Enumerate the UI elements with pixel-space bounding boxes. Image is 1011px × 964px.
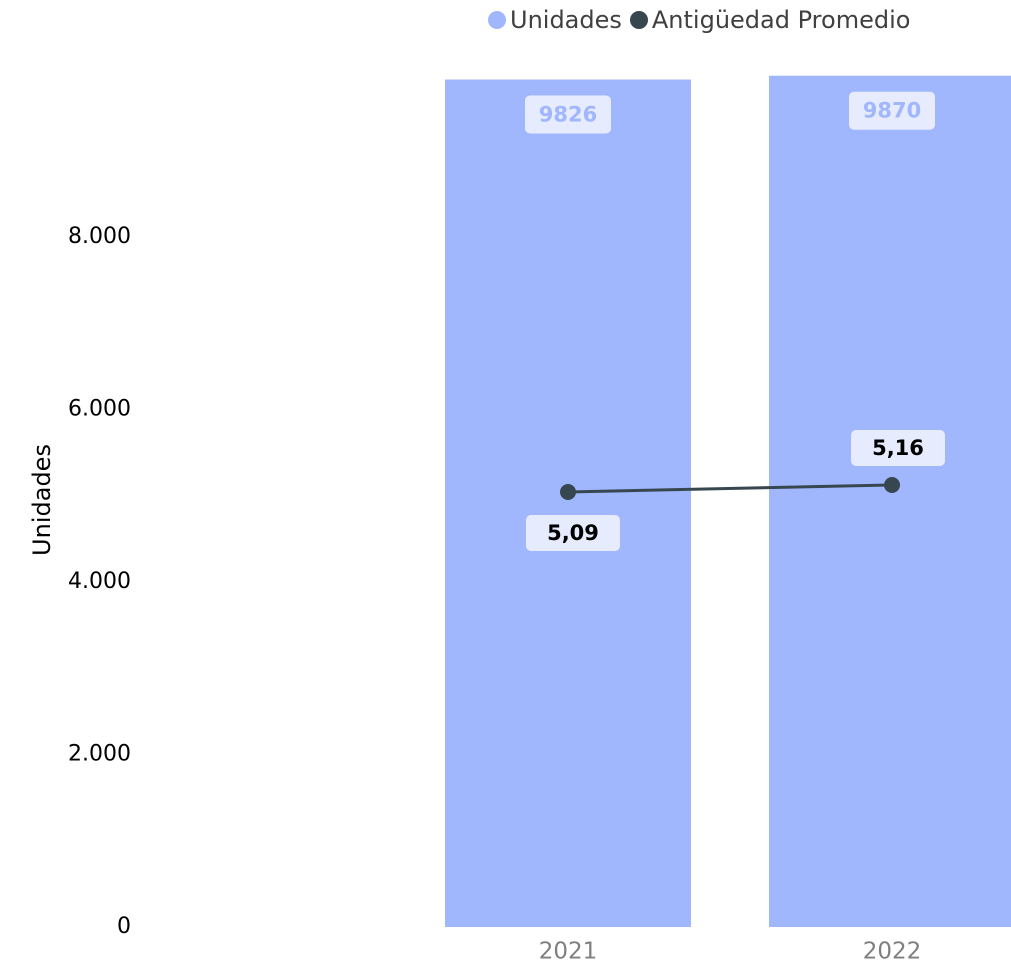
x-tick-label: 2022 bbox=[863, 939, 922, 964]
legend-marker-antiguedad bbox=[629, 11, 648, 29]
bar-data-label-bg bbox=[849, 91, 935, 130]
y-tick-label: 0 bbox=[117, 914, 131, 939]
x-tick-label: 2021 bbox=[539, 939, 598, 964]
legend-label-unidades: Unidades bbox=[510, 6, 622, 34]
y-axis-title: Unidades bbox=[28, 444, 56, 556]
line-point bbox=[884, 477, 900, 493]
legend-item-unidades[interactable]: Unidades bbox=[488, 6, 622, 34]
bar-data-label-bg bbox=[525, 95, 611, 134]
bar-data-label: 9870 bbox=[863, 99, 921, 123]
legend: Unidades Antigüedad Promedio bbox=[488, 6, 918, 34]
legend-marker-unidades bbox=[488, 11, 506, 29]
bar bbox=[769, 75, 1011, 927]
line-data-label: 5,16 bbox=[872, 436, 924, 460]
legend-item-antiguedad[interactable]: Antigüedad Promedio bbox=[629, 6, 911, 34]
bar-data-label: 9826 bbox=[539, 103, 597, 127]
y-tick-label: 2.000 bbox=[68, 742, 131, 767]
y-tick-label: 8.000 bbox=[68, 224, 131, 249]
line-data-label: 5,09 bbox=[547, 521, 599, 545]
line-series bbox=[567, 483, 893, 494]
y-tick-label: 6.000 bbox=[68, 397, 131, 422]
legend-label-antiguedad: Antigüedad Promedio bbox=[651, 6, 911, 34]
line-data-label-bg bbox=[851, 430, 945, 466]
line-data-label-bg bbox=[526, 515, 620, 551]
line-point bbox=[560, 484, 576, 500]
bar bbox=[445, 79, 691, 927]
y-tick-label: 4.000 bbox=[68, 569, 131, 594]
